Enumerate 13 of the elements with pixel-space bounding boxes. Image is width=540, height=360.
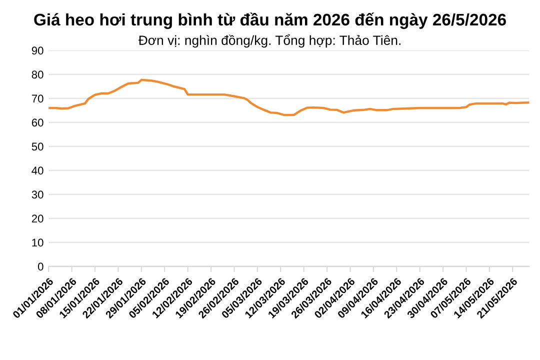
y-tick-label: 20 [32, 214, 44, 223]
line-series [48, 78, 530, 116]
y-tick-label: 30 [32, 190, 44, 199]
y-tick-label: 80 [32, 70, 44, 79]
y-tick-label: 50 [32, 142, 44, 151]
y-tick-label: 60 [32, 118, 44, 127]
chart-subtitle: Đơn vị: nghìn đồng/kg. Tổng hợp: Thảo Tiên. [138, 34, 400, 48]
y-tick-label: 70 [32, 94, 44, 103]
y-tick-label: 0 [38, 262, 44, 271]
y-tick-label: 40 [32, 166, 44, 175]
y-tick-label: 90 [32, 46, 44, 55]
chart-title: Giá heo hơi trung bình từ đầu năm 2026 đến ngày 26/5/2026 [34, 12, 506, 29]
y-tick-label: 10 [32, 238, 44, 247]
